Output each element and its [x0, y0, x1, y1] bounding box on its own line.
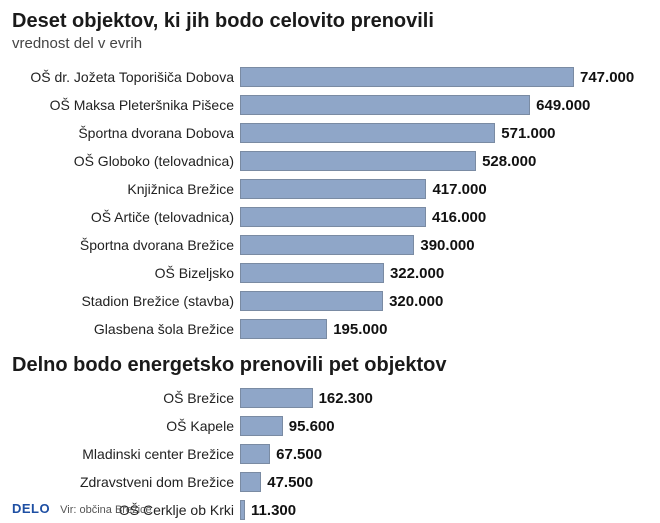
row-value: 571.000: [495, 125, 555, 142]
bar-area: 416.000: [240, 207, 648, 227]
bar: [240, 95, 530, 115]
row-value: 95.600: [283, 418, 335, 435]
table-row: Knjižnica Brežice 417.000: [12, 176, 648, 202]
bar-area: 67.500: [240, 444, 648, 464]
bar: [240, 263, 384, 283]
row-label: OŠ Bizeljsko: [12, 265, 240, 281]
table-row: OŠ dr. Jožeta Toporišiča Dobova 747.000: [12, 64, 648, 90]
table-row: OŠ Artiče (telovadnica) 416.000: [12, 204, 648, 230]
row-label: Stadion Brežice (stavba): [12, 293, 240, 309]
row-label: OŠ dr. Jožeta Toporišiča Dobova: [12, 69, 240, 85]
row-value: 747.000: [574, 69, 634, 86]
chart-container: Deset objektov, ki jih bodo celovito pre…: [0, 0, 660, 522]
brand-logo: DELO: [12, 501, 50, 516]
row-label: Mladinski center Brežice: [12, 446, 240, 462]
bar: [240, 151, 476, 171]
bar-area: 571.000: [240, 123, 648, 143]
bar: [240, 388, 313, 408]
bar-area: 417.000: [240, 179, 648, 199]
table-row: OŠ Globoko (telovadnica) 528.000: [12, 148, 648, 174]
table-row: OŠ Bizeljsko 322.000: [12, 260, 648, 286]
row-label: OŠ Brežice: [12, 390, 240, 406]
bar-area: 747.000: [240, 67, 648, 87]
bar: [240, 179, 426, 199]
bar-area: 649.000: [240, 95, 648, 115]
section2-title: Delno bodo energetsko prenovili pet obje…: [12, 354, 648, 377]
section1-subtitle: vrednost del v evrih: [12, 35, 648, 52]
bar-area: 322.000: [240, 263, 648, 283]
section1-chart: OŠ dr. Jožeta Toporišiča Dobova747.000OŠ…: [12, 64, 648, 342]
table-row: OŠ Brežice 162.300: [12, 385, 648, 411]
bar: [240, 291, 383, 311]
row-label: Športna dvorana Dobova: [12, 125, 240, 141]
table-row: Športna dvorana Dobova 571.000: [12, 120, 648, 146]
row-value: 649.000: [530, 97, 590, 114]
table-row: Zdravstveni dom Brežice 47.500: [12, 469, 648, 495]
table-row: OŠ Maksa Pleteršnika Pišece 649.000: [12, 92, 648, 118]
bar-area: 162.300: [240, 388, 648, 408]
row-label: OŠ Kapele: [12, 418, 240, 434]
table-row: Mladinski center Brežice 67.500: [12, 441, 648, 467]
bar: [240, 123, 495, 143]
row-label: Zdravstveni dom Brežice: [12, 474, 240, 490]
row-value: 390.000: [414, 237, 474, 254]
table-row: OŠ Kapele 95.600: [12, 413, 648, 439]
row-value: 416.000: [426, 209, 486, 226]
row-label: Knjižnica Brežice: [12, 181, 240, 197]
bar: [240, 67, 574, 87]
bar-area: 390.000: [240, 235, 648, 255]
table-row: Glasbena šola Brežice 195.000: [12, 316, 648, 342]
row-value: 67.500: [270, 446, 322, 463]
bar-area: 528.000: [240, 151, 648, 171]
row-value: 11.300: [245, 502, 296, 519]
bar: [240, 207, 426, 227]
row-label: Športna dvorana Brežice: [12, 237, 240, 253]
source-text: Vir: občina Brežice: [60, 504, 152, 516]
table-row: Stadion Brežice (stavba) 320.000: [12, 288, 648, 314]
row-label: OŠ Maksa Pleteršnika Pišece: [12, 97, 240, 113]
footer: DELO Vir: občina Brežice: [12, 501, 152, 516]
table-row: Športna dvorana Brežice 390.000: [12, 232, 648, 258]
row-label: OŠ Artiče (telovadnica): [12, 209, 240, 225]
section1-title: Deset objektov, ki jih bodo celovito pre…: [12, 10, 648, 33]
bar-area: 11.300: [240, 500, 648, 520]
bar-area: 320.000: [240, 291, 648, 311]
row-label: Glasbena šola Brežice: [12, 321, 240, 337]
row-value: 195.000: [327, 321, 387, 338]
bar: [240, 472, 261, 492]
row-value: 322.000: [384, 265, 444, 282]
row-value: 417.000: [426, 181, 486, 198]
row-value: 47.500: [261, 474, 313, 491]
bar: [240, 416, 283, 436]
bar: [240, 319, 327, 339]
bar-area: 95.600: [240, 416, 648, 436]
bar-area: 47.500: [240, 472, 648, 492]
row-value: 162.300: [313, 390, 373, 407]
bar: [240, 235, 414, 255]
bar-area: 195.000: [240, 319, 648, 339]
bar: [240, 444, 270, 464]
row-value: 320.000: [383, 293, 443, 310]
row-label: OŠ Globoko (telovadnica): [12, 153, 240, 169]
row-value: 528.000: [476, 153, 536, 170]
